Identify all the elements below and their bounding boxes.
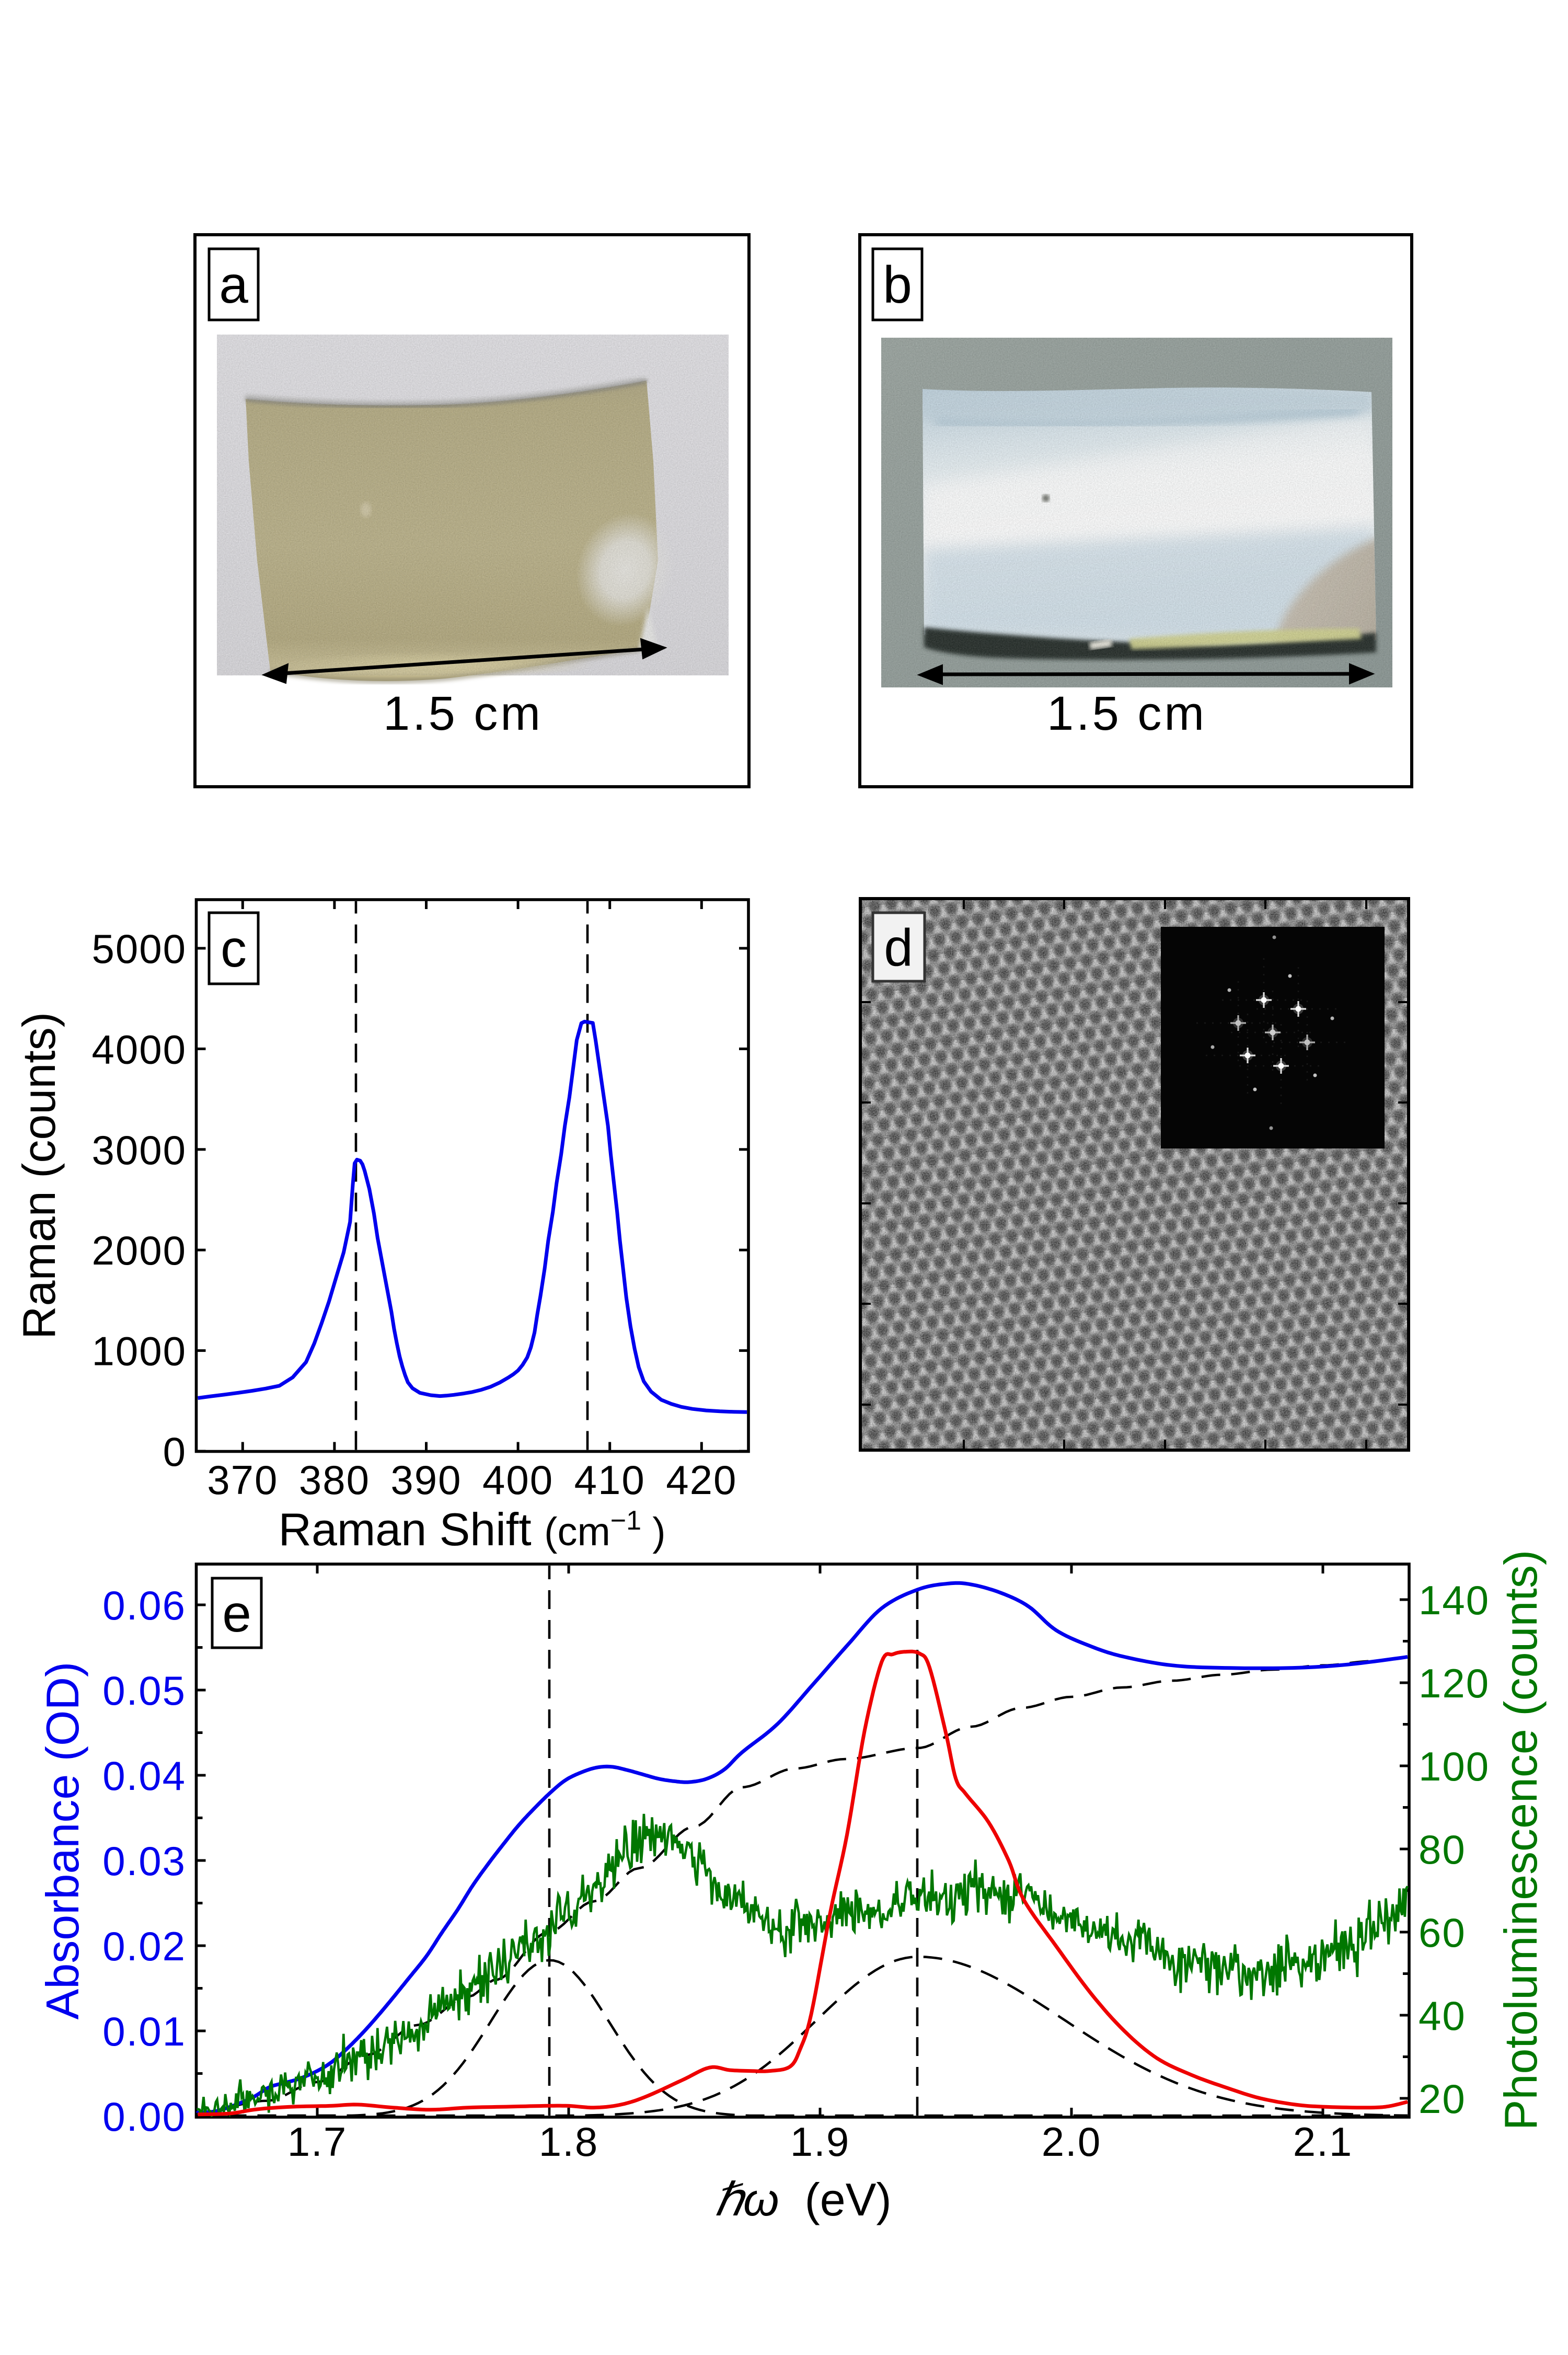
svg-text:c: c xyxy=(221,920,247,978)
svg-text:Raman Shift (cm−1 ): Raman Shift (cm−1 ) xyxy=(278,1503,665,1555)
svg-text:4000: 4000 xyxy=(91,1026,187,1072)
svg-text:3000: 3000 xyxy=(91,1127,187,1173)
svg-text:0.00: 0.00 xyxy=(102,2094,186,2140)
svg-text:0.05: 0.05 xyxy=(102,1668,186,1714)
svg-text:0: 0 xyxy=(163,1429,187,1475)
svg-text:20: 20 xyxy=(1419,2076,1466,2122)
svg-text:e: e xyxy=(222,1584,251,1643)
svg-text:370: 370 xyxy=(207,1457,278,1503)
svg-text:1.7: 1.7 xyxy=(287,2119,347,2165)
svg-text:140: 140 xyxy=(1419,1577,1490,1623)
svg-text:0.06: 0.06 xyxy=(102,1582,186,1628)
svg-text:b: b xyxy=(883,256,912,314)
svg-text:1.5 cm: 1.5 cm xyxy=(1047,687,1207,740)
svg-text:0.02: 0.02 xyxy=(102,1923,186,1969)
svg-text:2000: 2000 xyxy=(91,1227,187,1273)
svg-text:0.03: 0.03 xyxy=(102,1838,186,1884)
svg-text:2.1: 2.1 xyxy=(1293,2119,1353,2165)
svg-text:0.04: 0.04 xyxy=(102,1753,186,1799)
svg-text:420: 420 xyxy=(666,1457,737,1503)
svg-text:120: 120 xyxy=(1419,1660,1490,1706)
svg-text:390: 390 xyxy=(390,1457,462,1503)
svg-text:1000: 1000 xyxy=(91,1328,187,1374)
svg-text:1.5 cm: 1.5 cm xyxy=(383,687,543,740)
svg-text:a: a xyxy=(219,256,248,314)
svg-text:Absorbance (OD): Absorbance (OD) xyxy=(37,1662,88,2020)
svg-text:400: 400 xyxy=(482,1457,554,1503)
svg-text:100: 100 xyxy=(1419,1743,1490,1789)
svg-text:0.01: 0.01 xyxy=(102,2008,186,2054)
svg-text:d: d xyxy=(884,918,913,977)
svg-text:2.0: 2.0 xyxy=(1042,2119,1101,2165)
svg-text:80: 80 xyxy=(1419,1826,1466,1872)
svg-text:Photoluminescence (counts): Photoluminescence (counts) xyxy=(1495,1550,1547,2130)
svg-text:60: 60 xyxy=(1419,1910,1466,1956)
svg-text:1.9: 1.9 xyxy=(790,2119,850,2165)
svg-text:Raman (counts): Raman (counts) xyxy=(13,1012,65,1339)
svg-text:410: 410 xyxy=(574,1457,645,1503)
svg-text:380: 380 xyxy=(299,1457,370,1503)
svg-text:ℏω (eV): ℏω (eV) xyxy=(714,2174,891,2225)
svg-text:1.8: 1.8 xyxy=(539,2119,598,2165)
svg-text:40: 40 xyxy=(1419,1993,1466,2039)
svg-text:5000: 5000 xyxy=(91,926,187,972)
